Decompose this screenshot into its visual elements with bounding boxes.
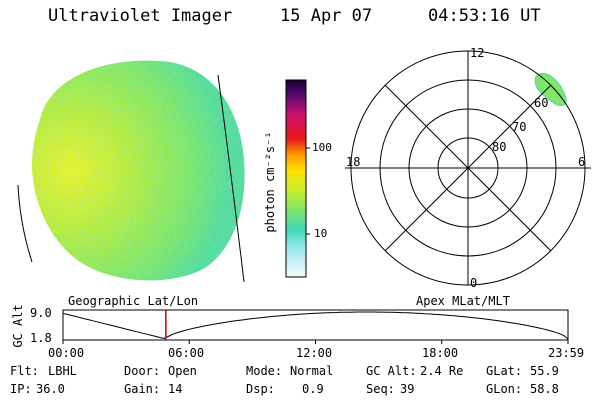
mode-label: Mode: [246, 364, 283, 378]
ip-label: IP: [10, 382, 32, 396]
gcalt-value: 2.4 Re [420, 364, 464, 378]
colorbar-unit-label: photon cm⁻²s⁻¹ [263, 131, 277, 233]
terminator-line-left [17, 184, 33, 263]
colorbar-tick-100: 100 [312, 141, 332, 154]
mlt-label-18: 18 [346, 155, 361, 169]
apex-title: Apex MLat/MLT [416, 294, 510, 308]
earth-disk [32, 60, 245, 281]
tick-1200: 12:00 [296, 346, 333, 360]
dsp-label: Dsp: [246, 382, 275, 396]
instrument-title: Ultraviolet Imager [48, 6, 233, 26]
lat-label-70: 70 [512, 120, 527, 134]
seq-label: Seq: [366, 382, 395, 396]
tick-0000: 00:00 [48, 346, 85, 360]
mlt-label-0: 0 [470, 276, 478, 290]
gain-value: 14 [168, 382, 183, 396]
door-value: Open [168, 364, 197, 378]
glon-label: GLon: [486, 382, 523, 396]
glat-value: 55.9 [530, 364, 559, 378]
tick-0600: 06:00 [168, 346, 205, 360]
flt-label: Flt: [10, 364, 39, 378]
orbit-timeline [62, 309, 569, 344]
seq-value: 39 [400, 382, 415, 396]
polar-mlt-plot [345, 50, 591, 286]
mlt-label-6: 6 [578, 155, 586, 169]
altitude-curve [62, 311, 569, 340]
mode-value: Normal [290, 364, 334, 378]
gcalt-label: GC Alt: [366, 364, 417, 378]
glat-label: GLat: [486, 364, 523, 378]
ip-value: 36.0 [36, 382, 65, 396]
mlt-label-12: 12 [470, 46, 485, 60]
timeline-ymax: 9.0 [30, 306, 52, 320]
date-label: 15 Apr 07 [280, 6, 373, 26]
geographic-title: Geographic Lat/Lon [68, 294, 199, 308]
door-label: Door: [124, 364, 161, 378]
lat-label-80: 80 [492, 140, 507, 154]
gain-label: Gain: [124, 382, 161, 396]
flt-value: LBHL [48, 364, 77, 378]
earth-uv-image [17, 60, 245, 283]
aurora-patch [534, 73, 567, 106]
time-label: 04:53:16 UT [428, 6, 541, 26]
glon-value: 58.8 [530, 382, 559, 396]
color-scale-bar [285, 79, 310, 278]
tick-1800: 18:00 [422, 346, 459, 360]
dsp-value: 0.9 [302, 382, 324, 396]
terminator-line-right [217, 74, 245, 283]
tick-2359: 23:59 [548, 346, 585, 360]
colorbar-tick-10: 10 [314, 227, 328, 240]
lat-label-60: 60 [534, 96, 549, 110]
timeline-ymin: 1.8 [30, 331, 52, 345]
